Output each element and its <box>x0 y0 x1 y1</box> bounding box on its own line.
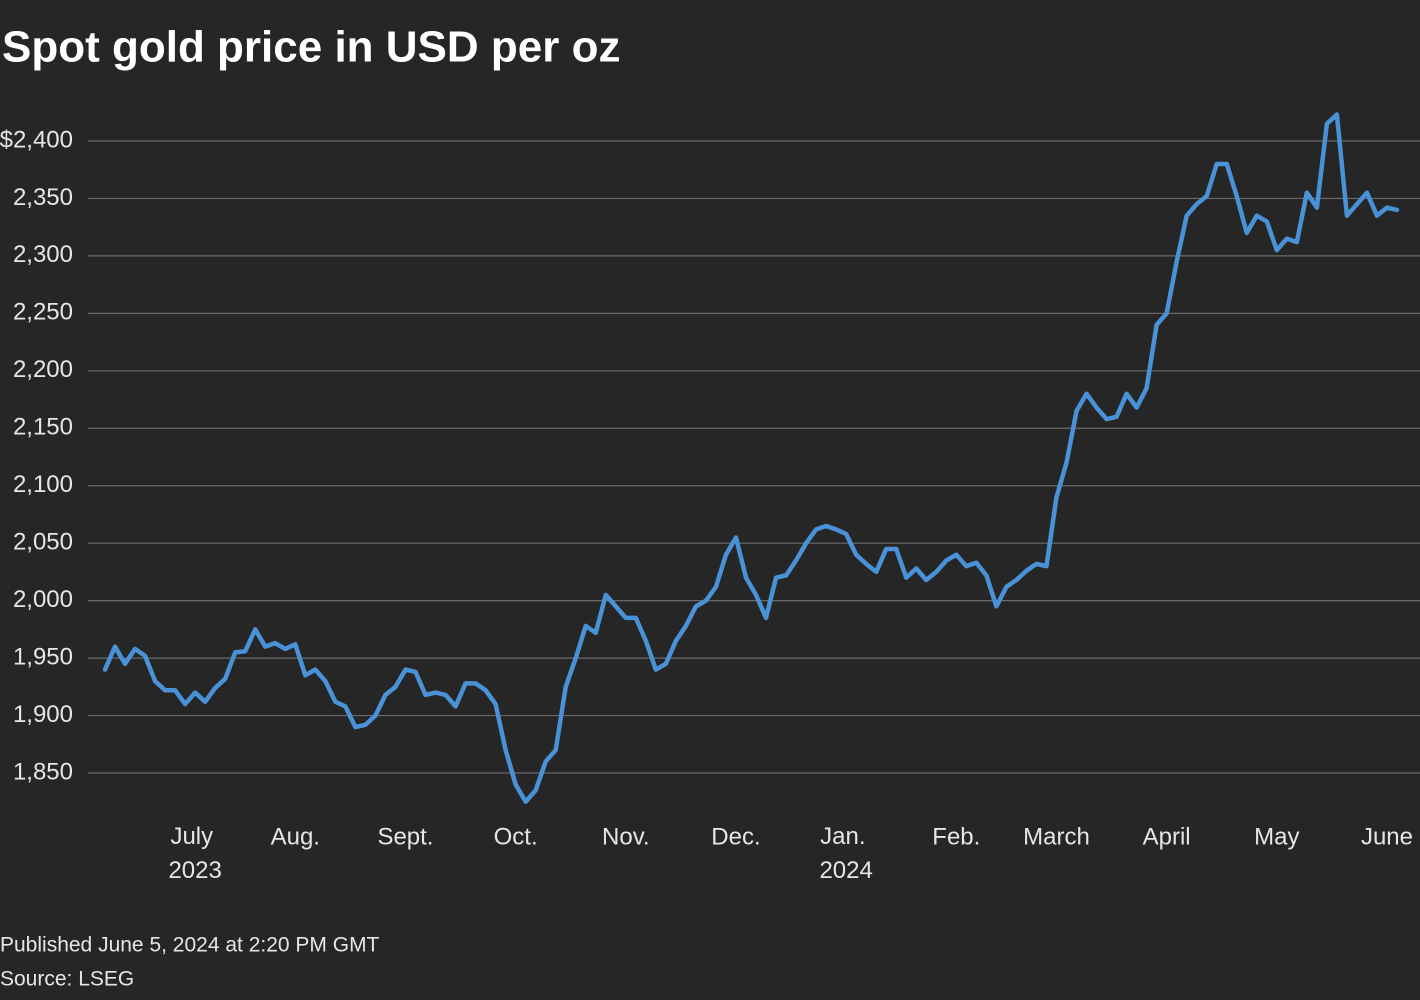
y-tick-label: 1,850 <box>13 758 73 785</box>
published-note: Published June 5, 2024 at 2:20 PM GMT <box>0 934 380 957</box>
y-tick-label: 2,100 <box>13 471 73 498</box>
chart-title: Spot gold price in USD per oz <box>2 23 620 72</box>
x-tick-label: May <box>1254 823 1299 850</box>
x-tick-label: Aug. <box>271 823 320 850</box>
y-tick-label: 1,950 <box>13 643 73 670</box>
y-tick-label: 2,300 <box>13 241 73 268</box>
y-tick-label: 2,000 <box>13 586 73 613</box>
x-tick-label: April <box>1143 823 1191 850</box>
grid: 1,850 1,900 1,950 2,000 2,050 2,100 2,150 2,200… <box>0 126 1420 785</box>
y-tick-label: 2,050 <box>13 529 73 556</box>
x-tick-label: July 2023 <box>168 823 221 884</box>
y-tick-label: 1,900 <box>13 701 73 728</box>
y-tick-label: $2,400 <box>0 126 73 153</box>
plot: July 2023 Aug. Sept. Oct. Nov. Dec. Jan. 2024 F… <box>102 112 1413 884</box>
source-note: Source: LSEG <box>0 968 134 991</box>
y-tick-label: 2,250 <box>13 299 73 326</box>
x-tick-label: Dec. <box>711 823 760 850</box>
x-tick-label: Nov. <box>602 823 650 850</box>
x-tick-label: Feb. <box>932 823 980 850</box>
x-tick-label: Sept. <box>377 823 433 850</box>
x-tick-label: June <box>1361 823 1413 850</box>
x-tick-label: March <box>1023 823 1090 850</box>
y-tick-label: 2,150 <box>13 414 73 441</box>
x-tick-label: Oct. <box>494 823 538 850</box>
x-tick-label: Jan. 2024 <box>819 823 872 884</box>
y-tick-label: 2,200 <box>13 356 73 383</box>
price-line <box>102 112 1400 805</box>
y-tick-label: 2,350 <box>13 184 73 211</box>
